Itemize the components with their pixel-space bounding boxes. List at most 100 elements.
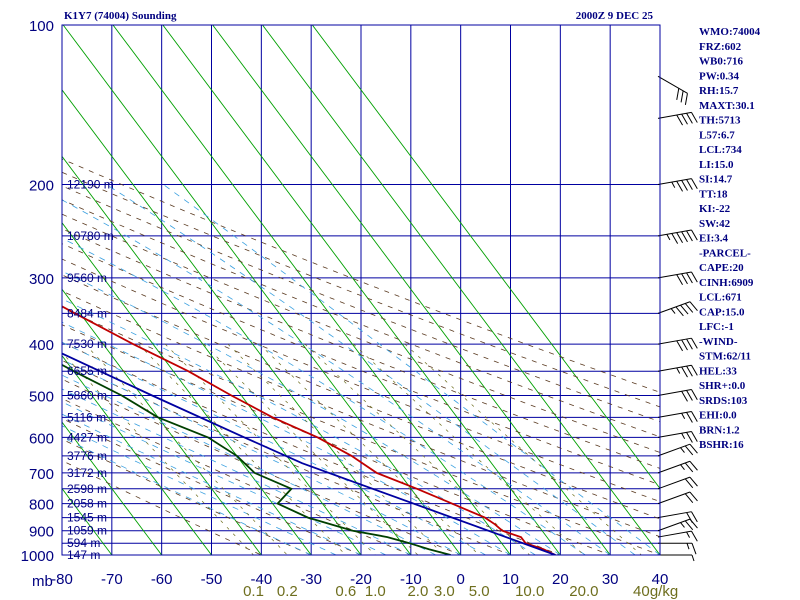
pressure-tick-label: 900 [29,524,54,541]
parcel-line [62,352,556,555]
temperature-tick-label: -70 [101,571,123,588]
mixing-ratio-label: 0.6 [335,583,356,600]
wind-barb-staff [657,111,692,119]
height-label: 594 m [67,536,100,550]
wind-barb-flag [691,178,698,190]
wind-barb-flag [686,272,693,284]
wind-barb [657,511,698,523]
wind-barb-flag [681,391,688,402]
plot-frame [61,24,661,556]
dry-adiabat-line [62,307,660,555]
wind-barb-flag [686,412,693,423]
wind-barb-staff [657,337,692,345]
wind-barb [657,443,698,457]
wind-barb-half-flag [680,522,685,528]
index-value: -PARCEL- [699,247,751,259]
wind-barb-flag [689,301,698,312]
wind-barb-flag [689,476,698,487]
mixing-ratio-line [353,343,585,555]
axis-labels-layer: 0.1 0.2 0.6 1.0 2.0 3.0 5.0 10.0 20.0 40 g/kg10020… [21,18,679,600]
wind-barb [658,542,697,555]
wind-barb-half-flag [670,308,676,314]
wind-barb-flag [686,230,693,242]
temperature-tick-label: 40 [652,571,669,588]
wind-barb-staff [657,518,691,532]
moist-adiabat-line [62,321,511,555]
pressure-tick-label: 200 [29,178,54,195]
index-value: EHI:0.0 [699,410,737,422]
index-value: CINH:6909 [699,277,754,289]
mixing-ratio-label: 5.0 [469,583,490,600]
wind-barb-staff [657,301,691,314]
height-label: 1059 m [67,524,107,538]
wind-barb-half-flag [666,234,671,241]
moist-adiabat-line [62,374,436,555]
wind-barb-flag [681,113,688,125]
dry-adiabat-line [62,158,660,393]
pressure-tick-label: 100 [29,18,54,35]
wind-barb [657,271,698,285]
dry-adiabat-line [62,243,660,486]
wind-barb [657,530,698,542]
temperature-tick-label: 30 [602,571,619,588]
mixing-ratio-unit: g/kg [650,583,678,600]
wind-barb-flag [684,462,694,473]
isotherm-line [262,25,660,555]
wind-barb-staff [657,511,692,519]
pressure-tick-label: 600 [29,430,54,447]
mixing-ratio-label: 40 [633,583,650,600]
isotherm-line [62,25,462,555]
wind-barb-staff [657,75,688,94]
mixing-ratio-line [304,343,531,555]
wind-barb-flag [681,339,688,351]
temperature-line [62,305,556,555]
index-value: TT:18 [699,188,728,200]
wind-barb-flag [689,491,698,502]
height-label: 1545 m [67,511,107,525]
pressure-tick-label: 400 [29,337,54,354]
height-label: 3172 m [67,466,107,480]
height-label: 7530 m [67,337,107,351]
mixing-ratio-label: 3.0 [434,583,455,600]
pressure-tick-label: 300 [29,271,54,288]
wind-barb-flag [689,443,698,454]
wind-barb-flag [676,180,683,192]
wind-barb-staff [657,476,691,490]
dry-adiabat-line [62,199,660,438]
index-value: CAP:15.0 [699,306,745,318]
index-value: STM:62/11 [699,351,751,363]
wind-barb-flag [681,366,688,378]
height-label: 9560 m [67,271,107,285]
index-value: MAXT:30.1 [699,100,755,112]
temperature-tick-label: -10 [400,571,422,588]
height-label: 5116 m [67,410,106,424]
index-value: WB0:716 [699,56,744,68]
pressure-tick-label: 700 [29,466,54,483]
moist-adiabat-line [62,413,362,555]
height-label: 3776 m [67,449,107,463]
index-value: WMO:74004 [699,26,761,38]
index-value: L57:6.7 [699,129,735,141]
isotherm-line [62,288,262,555]
wind-barb-half-flag [686,531,691,538]
mixing-ratio-label: 0.1 [243,583,264,600]
wind-barb-flag [676,274,683,285]
index-value: RH:15.7 [699,85,739,97]
wind-barb-flag [691,431,698,442]
wind-barb-flag [686,432,693,443]
wind-barb-staff [657,491,691,505]
wind-barb-half-flag [680,447,685,453]
wind-barb-flag [676,232,683,243]
moist-adiabat-line [62,388,411,555]
chart-time: 2000Z 9 DEC 25 [576,10,654,22]
index-value: SI:14.7 [699,174,733,186]
temperature-tick-label: -40 [250,571,272,588]
moist-adiabat-line [62,401,387,555]
wind-barb-staff [657,229,692,237]
height-label: 5860 m [67,388,107,402]
wind-barb [657,301,698,317]
wind-barb [657,389,698,402]
isotherm-line [62,89,412,555]
wind-barb-half-flag [676,367,681,374]
